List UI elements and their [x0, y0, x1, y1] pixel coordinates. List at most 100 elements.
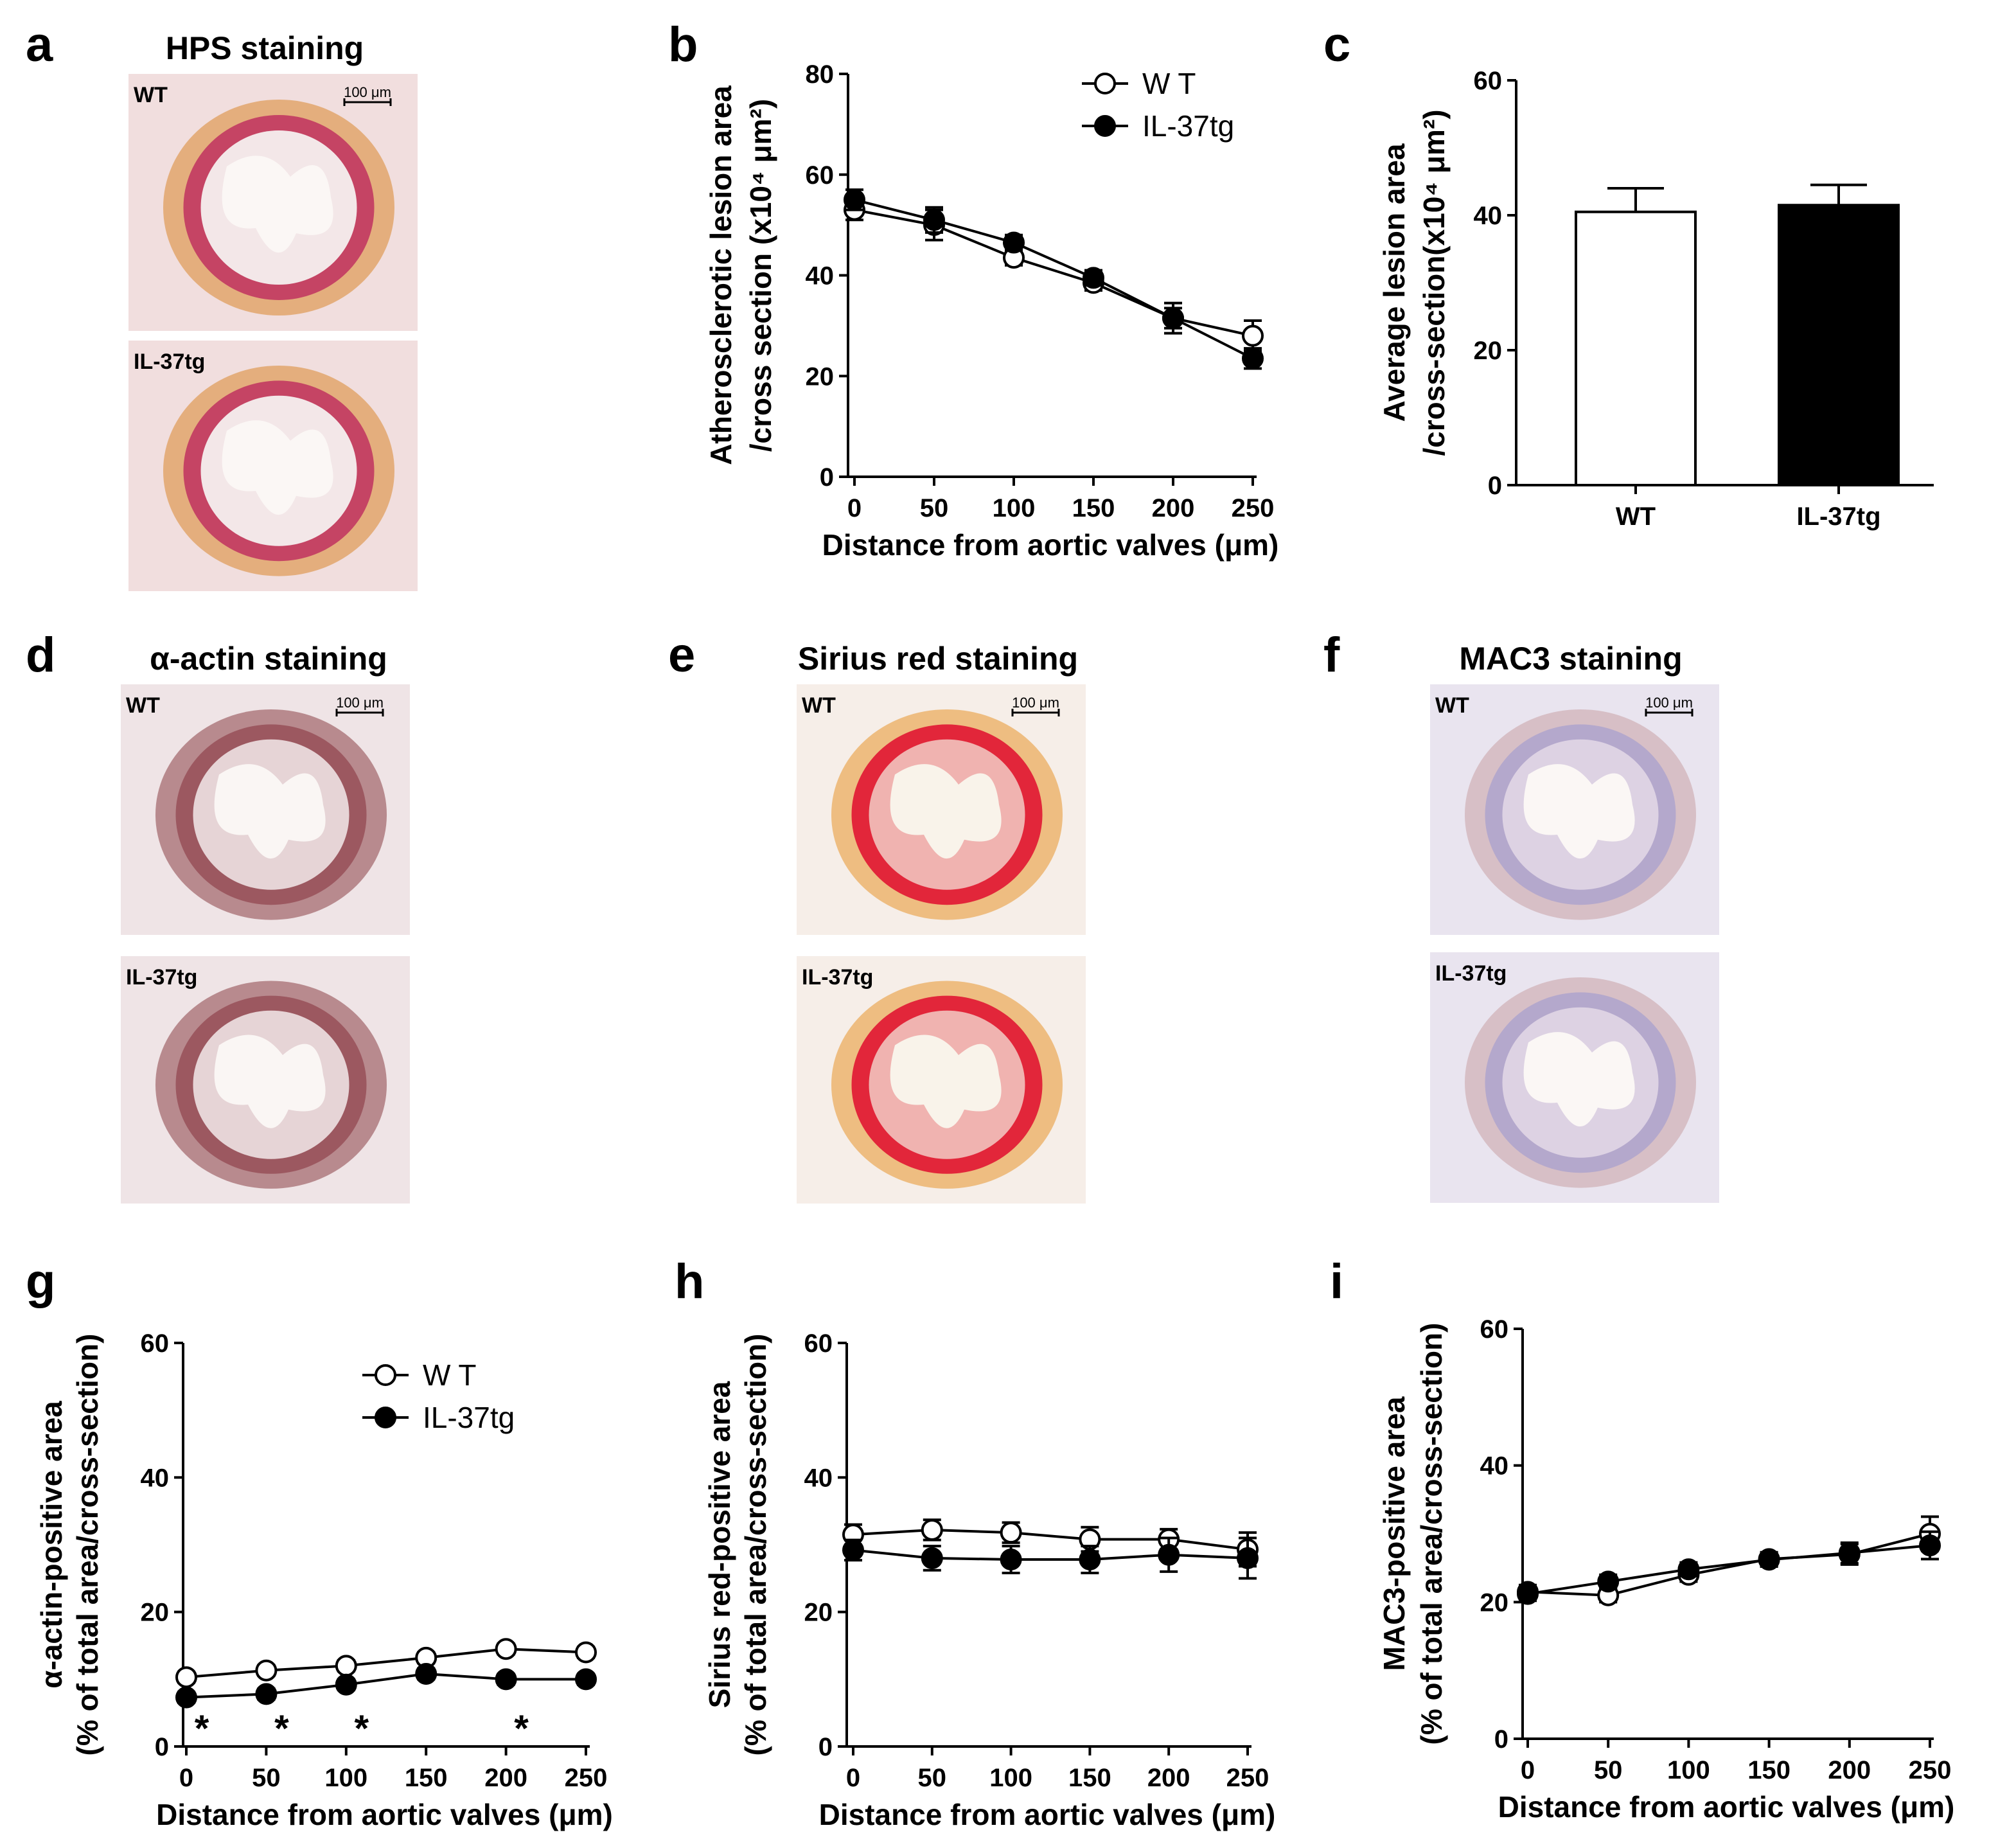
series-line-1 — [186, 1672, 586, 1699]
data-point-il37tg — [1919, 1534, 1941, 1557]
data-point-il37tg — [844, 188, 865, 211]
x-tick-label: 200 — [1147, 1764, 1190, 1792]
series-line-0 — [186, 1648, 587, 1679]
data-point-il37tg — [1838, 1541, 1861, 1564]
data-point-il37tg — [1000, 1549, 1022, 1571]
x-tick-label: 50 — [1594, 1756, 1623, 1784]
x-tick-label: 100 — [989, 1764, 1032, 1792]
panel-d-title: α-actin staining — [150, 641, 387, 677]
data-point-wt — [921, 1518, 943, 1541]
y-tick-label: 20 — [1474, 337, 1503, 365]
scale-bar-label: 100 μm — [336, 695, 384, 711]
vessel-lumen — [214, 1035, 326, 1128]
x-tick-label: 250 — [1232, 494, 1275, 522]
bar-wt — [1575, 210, 1697, 486]
y-tick-label: 20 — [141, 1599, 170, 1627]
data-point-il37tg — [923, 209, 945, 231]
y-axis-title-line2: (% of total area/cross-section) — [71, 1334, 104, 1756]
x-tick-label: 200 — [484, 1764, 527, 1792]
x-tick-label: 150 — [1072, 494, 1115, 522]
y-tick-label: 60 — [1474, 67, 1503, 95]
x-axis-title: Distance from aortic valves (μm) — [156, 1798, 613, 1831]
data-point-il37tg — [1083, 267, 1104, 289]
series-line-0 — [854, 208, 1253, 337]
significance-star: * — [355, 1708, 369, 1750]
data-point-wt — [335, 1655, 357, 1677]
chart-h-sirius-red: 0 20 40 60 0 50 100 150 200 250 Distance from aort… — [703, 1329, 1275, 1831]
legend-label: W T — [423, 1358, 476, 1392]
data-point-wt — [175, 1666, 197, 1689]
panel-f-title: MAC3 staining — [1459, 641, 1682, 677]
y-tick-label: 60 — [1480, 1315, 1509, 1344]
vessel-lumen — [1523, 764, 1635, 859]
y-tick-label: 20 — [806, 362, 835, 391]
x-tick-label: 250 — [565, 1764, 608, 1792]
legend-marker — [1094, 73, 1116, 94]
chart-i-mac3: 0 20 40 60 0 50 100 150 200 250 Distance from aort… — [1377, 1315, 1954, 1824]
data-point-il37tg — [495, 1668, 517, 1691]
micrograph-f-wt: WT 100 μm — [1430, 684, 1719, 935]
x-tick-label: 100 — [993, 494, 1036, 522]
micrograph-d-il37tg: IL-37tg — [121, 956, 410, 1204]
series-line-1 — [853, 1549, 1248, 1561]
significance-star: * — [274, 1708, 289, 1750]
chart-g-alpha-actin: 0 20 40 60 0 50 100 150 200 250 Distance from aort… — [35, 1329, 613, 1831]
legend-marker — [375, 1364, 396, 1386]
genotype-label: IL-37tg — [126, 965, 197, 990]
genotype-label: IL-37tg — [1435, 961, 1507, 986]
data-point-il37tg — [842, 1539, 864, 1561]
scale-bar-label: 100 μm — [1012, 695, 1059, 711]
series-line-1 — [854, 198, 1253, 360]
data-point-il37tg — [1003, 231, 1025, 254]
x-tick-label: 250 — [1909, 1756, 1952, 1784]
y-tick-label: 0 — [820, 463, 834, 492]
x-tick-label: 100 — [1667, 1756, 1710, 1784]
panel-letter-i: i — [1330, 1254, 1343, 1309]
vessel-lumen — [1523, 1032, 1635, 1127]
genotype-label: WT — [126, 693, 160, 718]
category-label: IL-37tg — [1796, 502, 1880, 531]
data-point-il37tg — [1597, 1570, 1620, 1593]
x-tick-label: 0 — [179, 1764, 193, 1792]
x-tick-label: 0 — [846, 1764, 860, 1792]
x-tick-label: 200 — [1828, 1756, 1871, 1784]
genotype-label: WT — [1435, 693, 1469, 718]
micrograph-e-wt: WT 100 μm — [797, 684, 1086, 935]
y-tick-label: 60 — [806, 161, 835, 190]
y-axis-title: α-actin-positive area — [35, 1401, 68, 1689]
y-tick-label: 20 — [1480, 1588, 1509, 1617]
x-tick-label: 100 — [324, 1764, 367, 1792]
data-point-il37tg — [335, 1673, 357, 1696]
data-point-il37tg — [575, 1668, 597, 1691]
chart-c-average-lesion: 0 20 40 60 WT IL-37tg Average lesion area/cros… — [1377, 67, 1934, 531]
x-tick-label: 150 — [1068, 1764, 1111, 1792]
significance-star: * — [514, 1708, 529, 1750]
micrograph-f-il37tg: IL-37tg — [1430, 952, 1719, 1203]
x-tick-label: 50 — [918, 1764, 947, 1792]
data-point-il37tg — [921, 1547, 943, 1569]
x-axis-title: Distance from aortic valves (μm) — [822, 528, 1279, 562]
significance-star: * — [195, 1708, 209, 1750]
vessel-lumen — [890, 1035, 1002, 1128]
panel-letter-c: c — [1323, 17, 1350, 72]
data-point-il37tg — [1079, 1549, 1101, 1571]
x-tick-label: 0 — [847, 494, 862, 522]
legend-marker — [1094, 115, 1116, 137]
y-axis-title: MAC3-positive area — [1377, 1396, 1411, 1671]
scale-bar-label: 100 μm — [1645, 695, 1693, 711]
data-point-il37tg — [175, 1686, 197, 1709]
data-point-il37tg — [1758, 1549, 1780, 1571]
micrograph-a-wt: WT 100 μm — [128, 74, 418, 331]
bar-il37tg — [1778, 204, 1900, 486]
x-tick-label: 50 — [920, 494, 949, 522]
y-tick-label: 40 — [1474, 202, 1503, 230]
y-tick-label: 80 — [806, 60, 835, 89]
category-label: WT — [1616, 502, 1656, 531]
genotype-label: IL-37tg — [134, 350, 205, 374]
legend-marker — [375, 1407, 396, 1428]
data-point-wt — [255, 1659, 278, 1682]
y-tick-label: 0 — [818, 1733, 833, 1761]
panel-letter-f: f — [1323, 628, 1340, 682]
data-point-il37tg — [1242, 347, 1264, 369]
legend-label: IL-37tg — [423, 1401, 515, 1434]
